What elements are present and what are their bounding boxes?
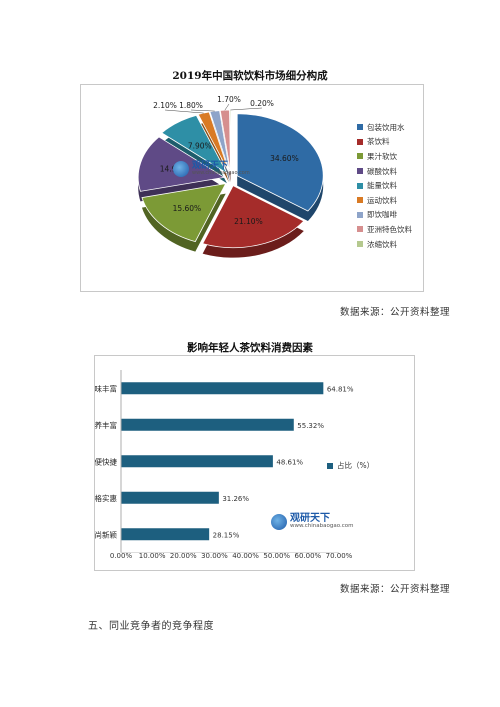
watermark-url: www.chinabaogao.com <box>192 170 250 176</box>
legend-label: 包装饮用水 <box>367 122 405 132</box>
legend-swatch <box>357 211 363 218</box>
pie-value-label: 1.70% <box>217 95 241 104</box>
bar-value-label: 55.32% <box>297 422 324 430</box>
pie-value-label: 34.60% <box>270 154 299 163</box>
legend-swatch <box>357 124 363 131</box>
bar-价格实惠 <box>121 491 219 504</box>
pie-slice-即饮咖啡 <box>209 110 231 173</box>
legend-item: 茶饮料 <box>357 135 412 150</box>
pie-chart-title: 2019年中国软饮料市场细分构成 <box>172 70 328 82</box>
pie-source-note: 数据来源：公开资料整理 <box>339 307 450 318</box>
y-category-label: 时尚新颖 <box>95 529 117 539</box>
legend-label: 即饮咖啡 <box>367 210 397 220</box>
section-heading: 五、同业竞争者的竞争程度 <box>88 621 214 632</box>
bar-chart-title: 影响年轻人茶饮料消费因素 <box>187 342 313 354</box>
legend-label: 果汁软饮 <box>367 151 397 161</box>
pie-leader-line <box>230 107 263 111</box>
x-tick-label: 0.00% <box>110 552 133 560</box>
pie-slice-能量饮料 <box>161 114 229 175</box>
globe-icon <box>173 161 189 177</box>
bar-legend: 占比（%） <box>327 460 374 471</box>
watermark-logo: 观研天下 www.chinabaogao.com <box>271 514 353 530</box>
y-category-label: 方便快捷 <box>95 456 117 466</box>
legend-swatch <box>357 138 363 145</box>
bar-source-note: 数据来源：公开资料整理 <box>339 584 450 595</box>
legend-label: 茶饮料 <box>367 137 390 147</box>
x-tick-label: 40.00% <box>232 552 259 560</box>
x-tick-label: 70.00% <box>326 552 353 560</box>
pie-value-label: 21.10% <box>234 217 263 226</box>
pie-slice-包装饮用水 <box>236 113 324 212</box>
legend-swatch <box>357 153 363 160</box>
pie-value-label: 1.80% <box>179 101 203 110</box>
bar-chart: 0.00% 10.00% 20.00% 30.00% 40.00% 50.00% 60.00… <box>87 370 354 560</box>
pie-leader-line <box>224 103 230 111</box>
bar-value-label: 28.15% <box>213 531 240 539</box>
bar-value-label: 64.81% <box>327 385 354 393</box>
pie-leader-line <box>164 109 204 114</box>
legend-swatch <box>357 226 363 233</box>
bar-chart-frame: 0.00% 10.00% 20.00% 30.00% 40.00% 50.00% 60.00… <box>87 355 415 571</box>
legend-label: 碳酸饮料 <box>367 166 397 176</box>
bar-营养丰富 <box>121 418 294 431</box>
pie-value-label: 2.10% <box>153 101 177 110</box>
legend-item: 亚洲特色饮料 <box>357 222 412 237</box>
bar-value-label: 31.26% <box>222 495 249 503</box>
bar-方便快捷 <box>121 455 273 468</box>
watermark-url: www.chinabaogao.com <box>290 523 354 530</box>
legend-swatch <box>357 241 363 248</box>
legend-label: 运动饮料 <box>367 195 397 205</box>
legend-item: 即饮咖啡 <box>357 208 412 223</box>
x-tick-label: 50.00% <box>263 552 290 560</box>
bar-口味丰富 <box>121 382 324 395</box>
watermark-logo: 观研天下 www.chinabaogao.com <box>173 161 250 177</box>
x-tick-label: 60.00% <box>295 552 322 560</box>
x-tick-label: 20.00% <box>170 552 197 560</box>
legend-swatch <box>357 168 363 175</box>
legend-item: 运动饮料 <box>357 193 412 208</box>
pie-legend: 包装饮用水茶饮料果汁软饮碳酸饮料能量饮料运动饮料即饮咖啡亚洲特色饮料 浓缩饮料 <box>357 120 412 251</box>
legend-item: 碳酸饮料 <box>357 164 412 179</box>
pie-value-label: 7.90% <box>188 141 212 150</box>
legend-label: 亚洲特色饮料 <box>367 224 412 234</box>
legend-label: 浓缩饮料 <box>367 239 397 249</box>
globe-icon <box>271 514 287 530</box>
bar-时尚新颖 <box>121 528 210 541</box>
legend-item: 浓缩饮料 <box>357 237 412 252</box>
legend-item: 包装饮用水 <box>357 120 412 135</box>
pie-chart-frame: 34.60%21.10%15.60%14.90%7.90%2.10%1.80%1… <box>80 84 424 292</box>
x-tick-label: 10.00% <box>139 552 166 560</box>
pie-value-label: 0.20% <box>250 99 274 108</box>
legend-swatch <box>357 197 363 204</box>
y-category-label: 营养丰富 <box>95 420 117 430</box>
y-category-label: 口味丰富 <box>95 383 117 393</box>
legend-label: 能量饮料 <box>367 181 397 191</box>
y-category-label: 价格实惠 <box>95 493 117 503</box>
pie-slice-果汁软饮 <box>141 183 227 243</box>
legend-swatch <box>357 182 363 189</box>
legend-label: 占比（%） <box>337 461 375 470</box>
pie-slice-茶饮料 <box>202 185 305 249</box>
pie-value-label: 15.60% <box>173 204 202 213</box>
legend-swatch <box>327 462 333 469</box>
pie-slice-运动饮料 <box>197 111 230 173</box>
legend-item: 能量饮料 <box>357 178 412 193</box>
bar-value-label: 48.61% <box>276 458 303 466</box>
pie-leader-line <box>190 109 215 112</box>
legend-item: 果汁软饮 <box>357 149 412 164</box>
watermark-name: 观研天下 <box>192 161 229 171</box>
x-tick-label: 30.00% <box>201 552 228 560</box>
watermark-name: 观研天下 <box>290 513 330 525</box>
